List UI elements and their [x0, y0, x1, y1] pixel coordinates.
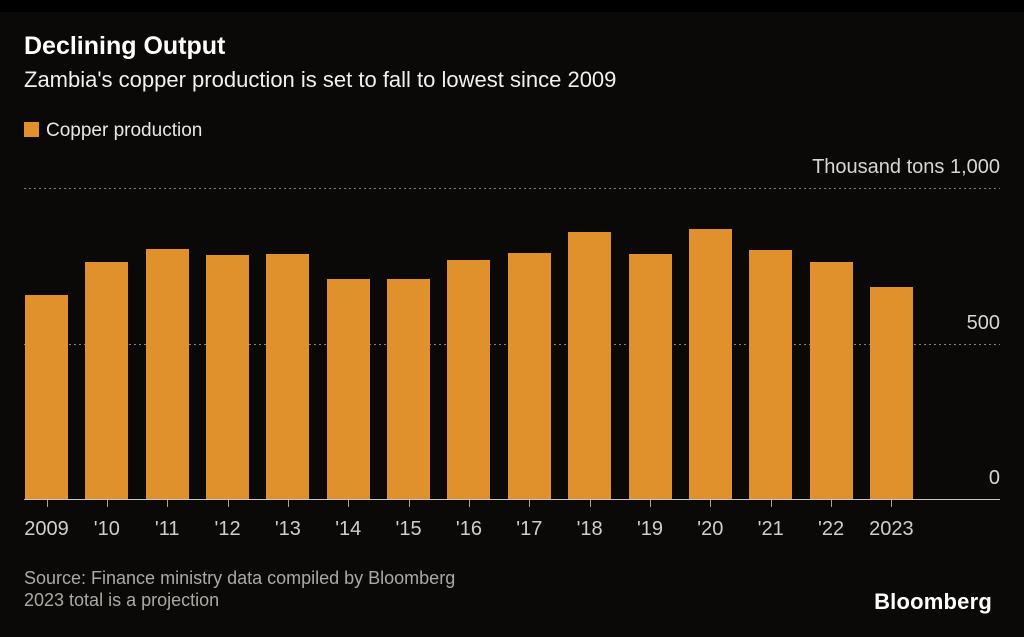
y-axis-label-1000: Thousand tons 1,000	[812, 156, 1000, 178]
y-axis-label-500: 500	[966, 311, 1000, 334]
bar-22	[809, 261, 853, 499]
x-axis-line	[24, 499, 1000, 500]
legend-swatch-icon	[24, 122, 39, 137]
x-tick	[710, 500, 712, 507]
x-axis-label: 2023	[869, 518, 914, 540]
x-tick	[167, 500, 169, 507]
bar-15	[387, 278, 431, 499]
projection-note: 2023 total is a projection	[24, 590, 220, 610]
x-tick	[468, 500, 470, 507]
x-tick	[106, 500, 108, 507]
bar-13	[266, 253, 310, 499]
x-axis-label: '20	[697, 518, 724, 540]
y-axis-label-0: 0	[988, 467, 1000, 489]
chart-subtitle: Zambia's copper production is set to fal…	[24, 67, 617, 92]
bloomberg-logo: Bloomberg	[874, 589, 992, 614]
bar-17	[507, 253, 551, 499]
bar-2023	[869, 286, 913, 499]
bar-10	[85, 262, 129, 499]
gridline-1000	[24, 188, 1000, 189]
bar-19	[628, 253, 672, 499]
x-axis-label: '16	[455, 518, 482, 540]
source-line: Source: Finance ministry data compiled b…	[24, 568, 456, 588]
top-border-strip	[0, 0, 1024, 12]
x-axis-label: '17	[516, 518, 543, 540]
x-tick	[831, 500, 833, 507]
x-tick	[589, 500, 591, 507]
bar-12	[206, 254, 250, 499]
x-tick	[408, 500, 410, 507]
bar-18	[568, 232, 612, 499]
x-axis-label: '12	[214, 518, 241, 540]
source-note: Source: Finance ministry data compiled b…	[24, 567, 455, 611]
x-axis-label: '21	[757, 518, 784, 540]
chart-title: Declining Output	[24, 32, 226, 60]
x-axis-label: '11	[154, 518, 180, 540]
bar-20	[688, 229, 732, 499]
x-axis-label: '19	[636, 518, 664, 540]
bar-2009	[25, 295, 68, 499]
x-tick	[287, 500, 289, 507]
bar-16	[447, 260, 491, 499]
x-tick	[891, 500, 893, 507]
x-tick	[348, 500, 350, 507]
x-axis-label: '10	[93, 518, 120, 540]
x-tick	[770, 500, 772, 507]
x-axis-label: '22	[818, 518, 845, 540]
x-axis-label: '14	[335, 518, 362, 540]
legend-label: Copper production	[46, 120, 203, 141]
x-tick	[529, 500, 531, 507]
x-axis-label: '15	[395, 518, 422, 540]
x-axis-label: '18	[576, 518, 603, 540]
x-tick	[650, 500, 651, 507]
x-tick	[46, 500, 48, 507]
bar-11	[145, 248, 189, 499]
x-axis-label: 2009	[24, 518, 69, 540]
bar-14	[326, 279, 370, 499]
x-tick	[227, 500, 229, 507]
bar-21	[749, 249, 793, 499]
x-axis-label: '13	[274, 518, 301, 540]
